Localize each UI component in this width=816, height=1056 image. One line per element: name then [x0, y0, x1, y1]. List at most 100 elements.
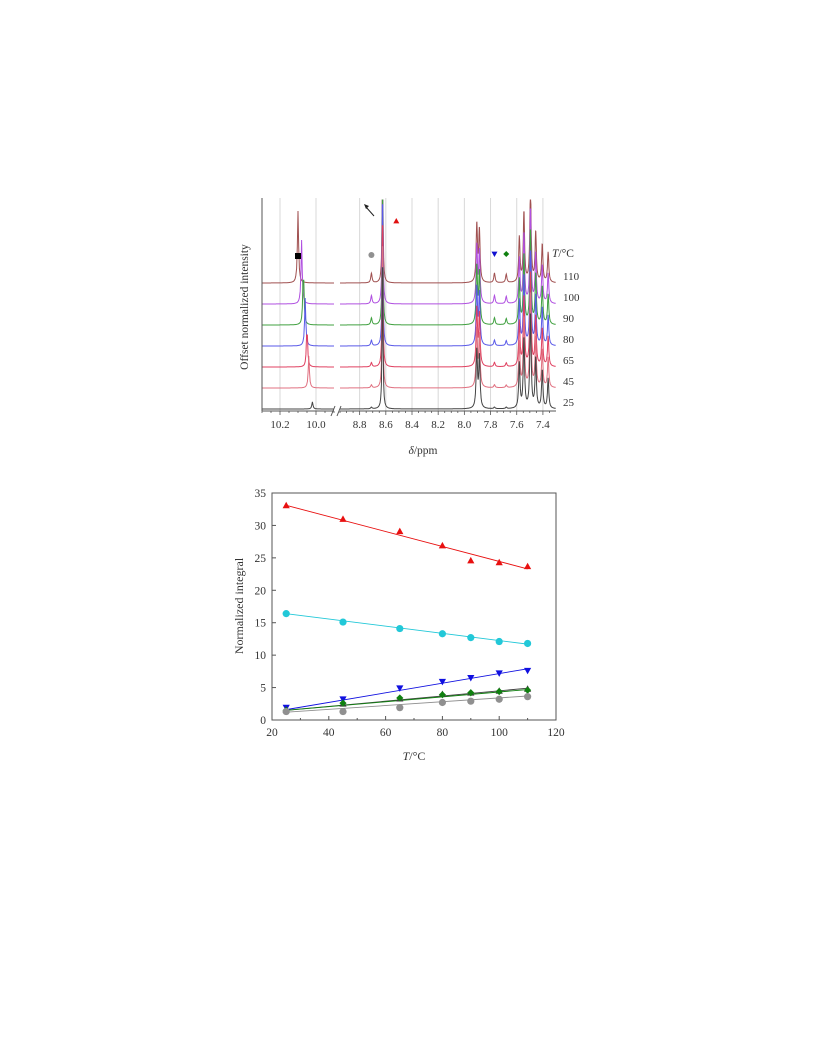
temperature-label: 90	[563, 313, 575, 325]
nmr-tick-label: 10.2	[270, 419, 289, 431]
nmr-axis-break	[330, 405, 342, 417]
nmr-x-axis-unit: /ppm	[414, 445, 438, 457]
data-point	[282, 707, 290, 716]
nmr-marker-square	[295, 253, 301, 259]
nmr-tick-label: 7.8	[484, 419, 498, 431]
data-point	[524, 639, 532, 648]
nmr-trace-65-left	[262, 334, 334, 368]
nmr-trace-80-right	[340, 204, 556, 347]
scatter-x-tick-label: 120	[547, 727, 565, 739]
nmr-trace-100-left	[262, 239, 334, 305]
data-point	[495, 695, 503, 703]
temperature-header: T/°C	[552, 248, 574, 260]
data-point	[438, 541, 446, 549]
fit-line	[286, 695, 528, 713]
nmr-trace-25-right	[340, 267, 556, 410]
data-point	[339, 707, 347, 716]
scatter-x-tick-label: 60	[380, 727, 392, 739]
data-point	[467, 697, 475, 705]
nmr-marker-diamond	[503, 251, 510, 257]
temperature-label: 110	[563, 271, 580, 283]
temperature-labels: 110 100 90 80 65 45 25	[563, 271, 580, 409]
data-point	[396, 704, 404, 712]
data-point	[396, 685, 404, 692]
data-point	[467, 689, 475, 697]
temperature-label: 25	[563, 397, 575, 409]
nmr-trace-25-left	[262, 401, 334, 410]
data-point	[495, 670, 503, 677]
scatter-y-tick-label: 5	[260, 683, 266, 695]
temperature-label: 100	[563, 292, 580, 304]
data-point	[524, 562, 532, 570]
data-point	[438, 678, 446, 686]
data-point	[495, 687, 503, 696]
scatter-tick-labels: 20 40 60 80 100 120 0 5 10 15 20 25 30 35	[255, 488, 565, 739]
scatter-x-axis-symbol: T	[403, 749, 411, 763]
nmr-trace-110-right	[340, 199, 556, 284]
nmr-tick-label: 8.8	[353, 419, 367, 431]
data-point	[495, 558, 503, 566]
integral-scatter-chart: 20 40 60 80 100 120 0 5 10 15 20 25 30 35 Normalized …	[232, 488, 565, 763]
scatter-x-axis-unit: /°C	[409, 749, 425, 763]
data-point	[495, 637, 503, 646]
data-point	[524, 667, 532, 675]
data-point	[467, 674, 475, 682]
data-point	[438, 630, 446, 638]
fit-line	[286, 504, 528, 570]
fit-line	[286, 689, 528, 711]
nmr-x-axis-label: δ/ppm	[409, 445, 438, 457]
nmr-trace-45-right	[340, 246, 556, 389]
nmr-trace-45-left	[262, 355, 334, 389]
scatter-x-tick-label: 40	[323, 727, 335, 739]
data-point	[339, 699, 347, 707]
nmr-tick-label: 8.2	[431, 419, 445, 431]
temperature-label: 80	[563, 334, 575, 346]
nmr-gridlines	[279, 198, 544, 411]
fit-line	[286, 613, 528, 645]
temperature-label: 65	[563, 355, 575, 367]
temperature-header-unit: /°C	[558, 248, 574, 260]
nmr-tick-label: 7.4	[536, 419, 550, 431]
nmr-trace-80-left	[262, 297, 334, 347]
scatter-y-tick-label: 15	[255, 618, 267, 630]
data-point	[396, 527, 404, 535]
nmr-y-axis-label: Offset normalized intensity	[239, 244, 251, 370]
plot-frame	[271, 492, 557, 721]
data-point	[438, 698, 446, 707]
nmr-traces	[262, 199, 556, 410]
scatter-x-tick-label: 20	[266, 727, 278, 739]
data-point	[396, 694, 404, 702]
data-points	[282, 501, 532, 716]
nmr-marker-triangle-down	[491, 251, 498, 257]
data-point	[282, 501, 290, 509]
nmr-trace-90-right	[340, 199, 556, 326]
data-point	[339, 618, 347, 626]
scatter-x-tick-label: 100	[491, 727, 509, 739]
scatter-x-axis-label: T/°C	[403, 749, 426, 763]
scatter-y-tick-label: 35	[255, 488, 267, 500]
nmr-trace-110-left	[262, 210, 334, 284]
data-point	[282, 610, 290, 618]
data-point	[396, 624, 404, 633]
fit-line	[286, 668, 528, 711]
scatter-x-tick-label: 80	[437, 727, 449, 739]
scatter-y-tick-label: 10	[255, 650, 267, 662]
nmr-trace-90-left	[262, 279, 334, 326]
nmr-trace-100-right	[340, 199, 556, 305]
nmr-x-ticks	[261, 411, 550, 415]
scatter-y-axis-label: Normalized integral	[232, 557, 246, 654]
data-point	[438, 691, 446, 699]
nmr-tick-label: 10.0	[306, 419, 326, 431]
nmr-tick-label: 8.4	[405, 419, 419, 431]
scatter-y-tick-label: 0	[260, 715, 266, 727]
data-point	[467, 634, 475, 642]
nmr-x-tick-labels: 10.2 10.0 8.8 8.6 8.4 8.2 8.0 7.8 7.6 7.4	[270, 419, 550, 431]
fit-lines	[286, 504, 528, 713]
data-point	[524, 686, 532, 694]
scatter-y-tick-label: 20	[255, 585, 267, 597]
scatter-ticks	[271, 492, 557, 721]
nmr-trace-65-right	[340, 225, 556, 368]
scatter-y-tick-label: 30	[255, 520, 267, 532]
nmr-spectra-chart: 10.2 10.0 8.8 8.6 8.4 8.2 8.0 7.8 7.6 7.4 Offset …	[239, 198, 580, 457]
